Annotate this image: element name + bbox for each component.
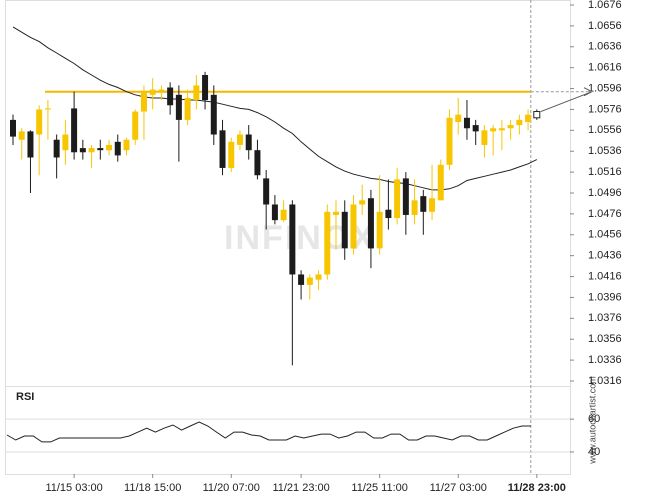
candle-body [280,209,287,221]
y-tick-label: 1.0536 [588,145,622,157]
x-tick-label: 11/28 23:00 [508,482,566,494]
candle-body [411,200,418,215]
watermark: INFINOX [224,219,376,257]
y-tick-label: 1.0356 [588,333,622,345]
candle-body [97,148,104,151]
candle-body [228,141,235,168]
candle-body [341,211,348,249]
x-tick-label: 11/27 03:00 [430,482,487,494]
candle-body [132,111,139,140]
y-tick-label: 1.0336 [588,354,622,366]
candle-body [350,204,357,249]
x-tick-label: 11/18 15:00 [124,482,181,494]
candle-body [463,117,470,129]
candle-body [333,211,340,215]
candle-body [62,134,69,151]
candle-body [525,114,532,122]
candle-body [140,91,147,112]
candle-body [193,85,200,101]
candle-body [306,277,313,285]
candle-body [394,179,401,219]
candle-body [149,89,156,95]
candle-body [18,131,25,140]
candle-body [202,74,209,101]
y-tick-label: 60 [588,413,600,425]
candle-body [455,114,462,122]
candle-body [376,211,383,249]
candle-body [271,204,278,221]
x-tick-label: 11/21 23:00 [272,482,329,494]
candle-body [123,139,130,151]
candle-body [254,150,261,176]
candle-body [402,178,409,215]
candle-body [516,119,523,126]
source: www.autochartist.com [587,376,597,465]
candle-body [437,164,444,201]
candle-body [71,108,78,153]
candle-body [44,108,51,110]
candle-body [420,196,427,212]
candle-body [446,117,453,165]
rsi-frame [5,386,571,475]
y-tick-label: 1.0396 [588,291,622,303]
y-tick-label: 1.0636 [588,41,622,53]
candle-body [298,274,305,285]
y-tick-label: 1.0516 [588,166,622,178]
candle-body [359,200,366,205]
candle-body [175,94,182,120]
candle-body [507,125,514,129]
candle-body [184,97,191,120]
candle-body [315,274,322,280]
candle-body [385,209,392,219]
moving-average [12,26,538,191]
x-tick-label: 11/15 03:00 [45,482,102,494]
candle-body [472,125,479,132]
candle-body [53,139,60,158]
y-tick-label: 1.0316 [588,375,622,387]
candle-body [481,130,488,145]
y-tick-label: 1.0596 [588,82,622,94]
candle-body [263,178,270,205]
y-tick-label: 1.0416 [588,270,622,282]
rsi-title: RSI [16,391,34,403]
candle-body [429,198,436,212]
y-tick-label: 1.0616 [588,62,622,74]
y-tick-label: 40 [588,446,600,458]
candle-body [245,134,252,151]
price-frame [5,0,571,387]
candle-body [10,119,16,137]
candle-body [533,111,541,119]
candle-body [158,89,165,92]
candle-body [289,204,296,275]
projection-arrow [540,91,593,112]
candle-body [106,144,113,151]
y-tick-label: 1.0476 [588,208,622,220]
y-tick-label: 1.0676 [588,0,622,11]
y-tick-label: 1.0556 [588,124,622,136]
rsi-line [6,421,531,443]
arrow-head [583,87,593,97]
candle-body [88,148,95,153]
candle-body [36,109,43,135]
y-tick-label: 1.0496 [588,187,622,199]
candle-body [27,131,34,158]
y-tick-label: 1.0456 [588,229,622,241]
candle-body [367,198,374,249]
candle-body [114,141,121,156]
y-tick-label: 1.0576 [588,103,622,115]
x-tick-label: 11/20 07:00 [203,482,260,494]
candle-body [324,211,331,275]
candle-body [219,130,226,168]
y-tick-label: 1.0436 [588,250,622,262]
y-tick-label: 1.0376 [588,312,622,324]
x-tick-label: 11/25 11:00 [351,482,407,494]
candle-body [498,128,505,131]
candle-body [490,128,497,132]
y-tick-label: 1.0656 [588,20,622,32]
candle-body [79,148,86,153]
candle-body [236,134,243,145]
candle-body [167,87,174,106]
candle-body [210,94,217,135]
